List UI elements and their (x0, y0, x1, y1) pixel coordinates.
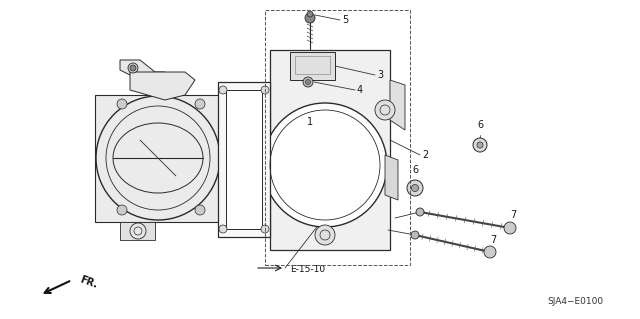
Circle shape (407, 180, 423, 196)
Circle shape (219, 86, 227, 94)
Polygon shape (130, 72, 195, 100)
Bar (290, 52, 335, 80)
Text: SJA4−E0100: SJA4−E0100 (547, 298, 603, 307)
Circle shape (195, 99, 205, 109)
Polygon shape (385, 155, 398, 200)
Text: 5: 5 (342, 15, 348, 25)
Circle shape (307, 11, 313, 17)
Bar (218, 82, 270, 237)
Circle shape (315, 225, 335, 245)
Text: FR.: FR. (78, 274, 99, 290)
Circle shape (130, 65, 136, 71)
Bar (270, 50, 390, 250)
Text: 1: 1 (307, 117, 313, 127)
Bar (226, 90, 262, 229)
Circle shape (416, 208, 424, 216)
Circle shape (473, 138, 487, 152)
Text: 4: 4 (357, 85, 363, 95)
Polygon shape (95, 95, 220, 222)
Circle shape (117, 99, 127, 109)
Circle shape (484, 246, 496, 258)
Text: 6: 6 (477, 120, 483, 130)
Circle shape (195, 205, 205, 215)
Circle shape (305, 13, 315, 23)
Circle shape (411, 231, 419, 239)
Bar (265, 10, 410, 265)
Circle shape (477, 142, 483, 148)
Circle shape (117, 205, 127, 215)
Circle shape (412, 184, 419, 191)
Circle shape (261, 86, 269, 94)
Circle shape (375, 100, 395, 120)
Text: 6: 6 (412, 165, 418, 175)
Circle shape (219, 225, 227, 233)
Circle shape (96, 96, 220, 220)
Circle shape (130, 223, 146, 239)
Text: 3: 3 (377, 70, 383, 80)
Bar (295, 56, 330, 74)
Text: E-15-10: E-15-10 (290, 265, 325, 275)
Circle shape (303, 77, 313, 87)
Text: 2: 2 (422, 150, 428, 160)
Polygon shape (120, 222, 155, 240)
Circle shape (504, 222, 516, 234)
Circle shape (261, 225, 269, 233)
Circle shape (263, 103, 387, 227)
Circle shape (305, 79, 310, 85)
Polygon shape (390, 80, 405, 130)
Text: 7: 7 (510, 210, 516, 220)
Text: 7: 7 (490, 235, 496, 245)
Polygon shape (120, 60, 165, 80)
Circle shape (128, 63, 138, 73)
